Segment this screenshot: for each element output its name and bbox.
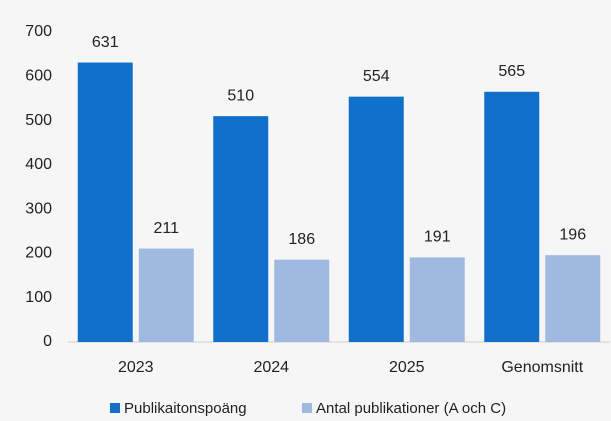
bar — [213, 116, 269, 343]
value-label: 211 — [153, 220, 179, 237]
y-tick-label: 600 — [25, 68, 52, 85]
x-tick-label: 2024 — [253, 359, 289, 376]
value-label: 191 — [424, 229, 451, 246]
legend-swatch — [302, 403, 312, 413]
bar — [348, 96, 404, 343]
y-tick-label: 300 — [25, 200, 52, 217]
legend-label: Antal publikationer (A och C) — [316, 400, 506, 417]
value-label: 510 — [227, 87, 254, 104]
legend-swatch — [110, 403, 120, 413]
y-tick-label: 700 — [25, 23, 52, 40]
value-label: 554 — [363, 68, 390, 85]
bar — [138, 248, 194, 342]
y-tick-label: 400 — [25, 156, 52, 173]
y-tick-label: 200 — [25, 245, 52, 262]
bar — [484, 91, 540, 343]
bar — [274, 259, 330, 342]
x-tick-label: 2023 — [118, 359, 154, 376]
bar — [77, 62, 133, 343]
legend-label: Publikaitonspoäng — [124, 400, 247, 417]
y-tick-label: 100 — [25, 289, 52, 306]
value-label: 186 — [288, 231, 315, 248]
x-tick-label: Genomsnitt — [501, 359, 583, 376]
bar — [545, 255, 601, 342]
x-tick-label: 2025 — [389, 359, 425, 376]
y-tick-label: 0 — [43, 333, 52, 350]
value-label: 565 — [498, 63, 525, 80]
value-label: 196 — [559, 226, 586, 243]
y-tick-label: 500 — [25, 112, 52, 129]
value-label: 631 — [92, 34, 119, 51]
bar — [409, 257, 465, 342]
